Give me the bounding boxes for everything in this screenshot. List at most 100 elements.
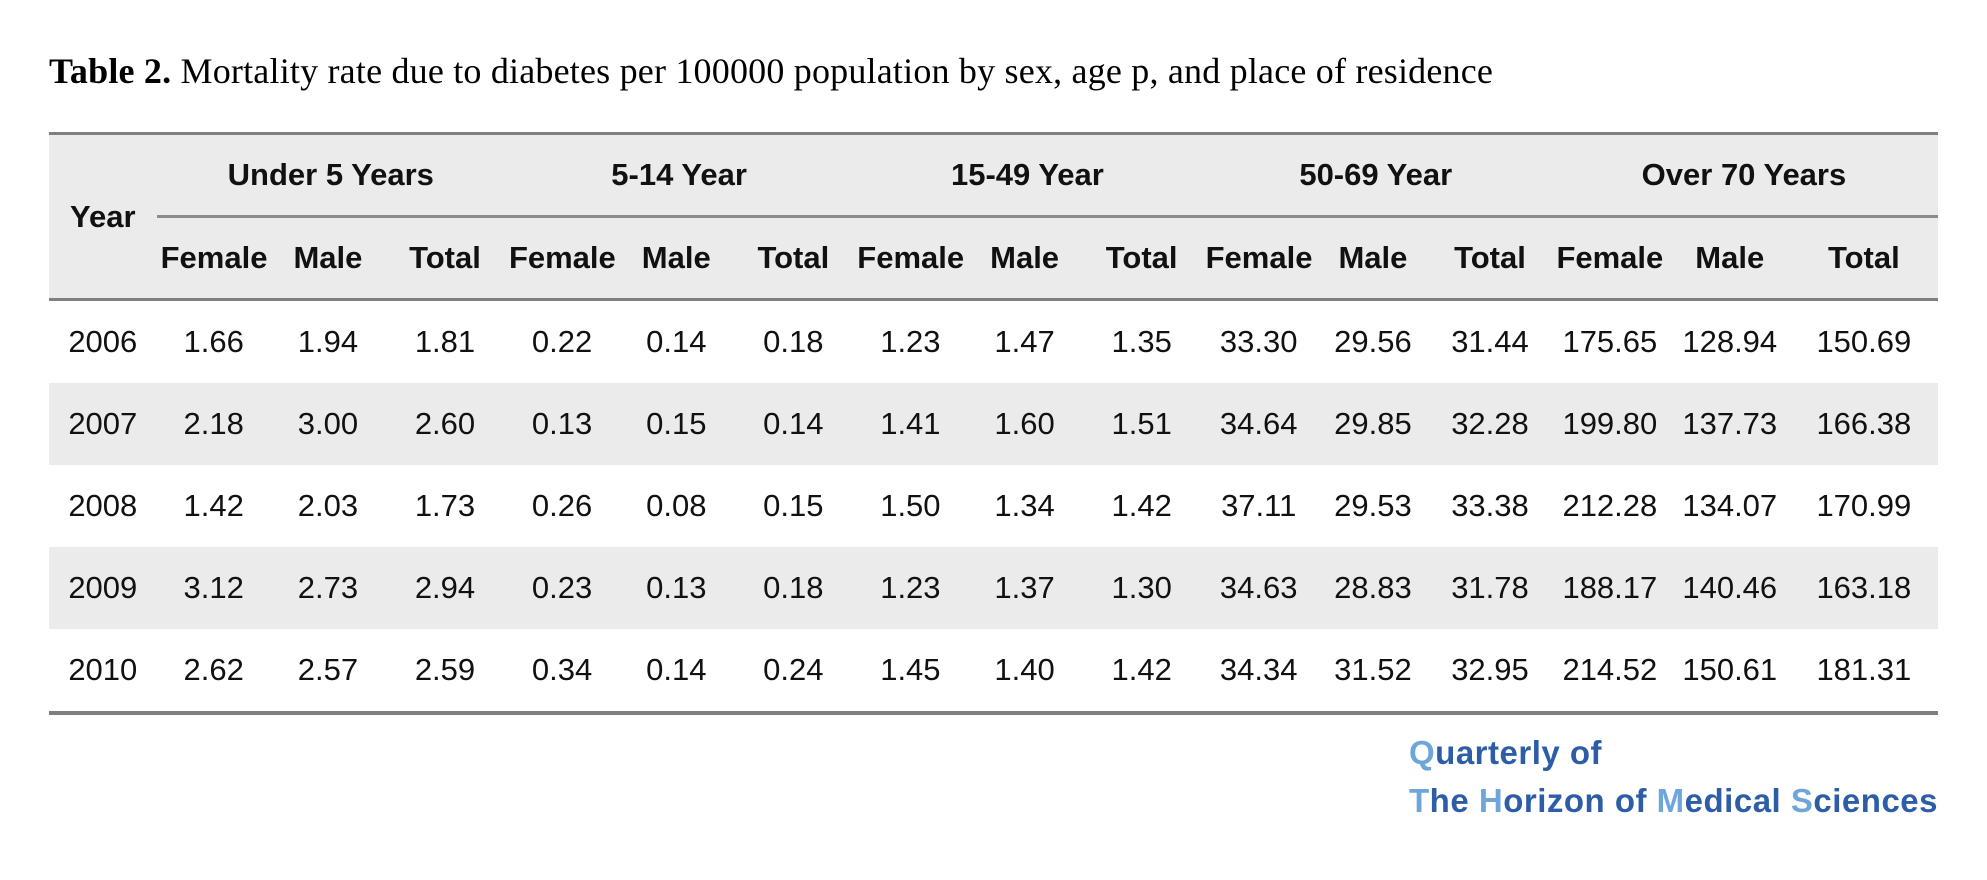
value-cell: 134.07 — [1669, 465, 1790, 547]
table-title: Table 2. Mortality rate due to diabetes … — [49, 50, 1938, 92]
sub-header-female: Female — [1549, 216, 1670, 301]
sub-header-total: Total — [1430, 216, 1550, 301]
table-body: 2006 1.66 1.94 1.81 0.22 0.14 0.18 1.23 1.47 1.35… — [49, 299, 1938, 713]
value-cell: 29.85 — [1315, 383, 1431, 465]
sub-header-male: Male — [619, 216, 734, 301]
value-cell: 1.34 — [967, 465, 1082, 547]
sub-header-female: Female — [504, 216, 620, 301]
value-cell: 0.34 — [504, 629, 620, 713]
value-cell: 1.37 — [967, 547, 1082, 629]
value-cell: 0.14 — [619, 299, 734, 383]
logo-text-segment: ciences — [1813, 782, 1938, 819]
value-cell: 170.99 — [1789, 465, 1938, 547]
sub-header-female: Female — [156, 216, 271, 301]
value-cell: 2.62 — [156, 629, 271, 713]
year-cell: 2006 — [49, 299, 157, 383]
value-cell: 1.23 — [853, 299, 968, 383]
sub-header-female: Female — [853, 216, 968, 301]
value-cell: 32.28 — [1430, 383, 1550, 465]
value-cell: 1.66 — [156, 299, 271, 383]
value-cell: 212.28 — [1549, 465, 1670, 547]
value-cell: 137.73 — [1669, 383, 1790, 465]
group-header-row: Year Under 5 Years 5-14 Year 15-49 Year … — [49, 133, 1938, 301]
sub-header-male: Male — [270, 216, 386, 301]
sub-header-row: Female Male Total Female Male Total Fema… — [49, 216, 1938, 301]
value-cell: 0.13 — [619, 547, 734, 629]
value-cell: 0.14 — [733, 383, 854, 465]
value-cell: 29.53 — [1315, 465, 1431, 547]
year-cell: 2008 — [49, 465, 157, 547]
value-cell: 0.13 — [504, 383, 620, 465]
value-cell: 2.57 — [270, 629, 386, 713]
value-cell: 214.52 — [1549, 629, 1670, 713]
value-cell: 31.44 — [1430, 299, 1550, 383]
year-cell: 2009 — [49, 547, 157, 629]
journal-logo-line1: Quarterly of — [1409, 729, 1938, 777]
value-cell: 150.69 — [1789, 299, 1938, 383]
value-cell: 0.22 — [504, 299, 620, 383]
age-group-header-under-5: Under 5 Years — [156, 133, 505, 218]
value-cell: 0.24 — [733, 629, 854, 713]
table-row: 2008 1.42 2.03 1.73 0.26 0.08 0.15 1.50 1.34 1.42… — [49, 465, 1938, 547]
value-cell: 33.38 — [1430, 465, 1550, 547]
value-cell: 1.45 — [853, 629, 968, 713]
value-cell: 0.26 — [504, 465, 620, 547]
value-cell: 2.60 — [385, 383, 505, 465]
year-column-header: Year — [49, 133, 157, 301]
value-cell: 175.65 — [1549, 299, 1670, 383]
value-cell: 0.15 — [733, 465, 854, 547]
logo-text-segment: T — [1408, 782, 1430, 819]
year-cell: 2010 — [49, 629, 157, 713]
table-row: 2006 1.66 1.94 1.81 0.22 0.14 0.18 1.23 1.47 1.35… — [49, 299, 1938, 383]
age-group-header-over-70: Over 70 Years — [1549, 133, 1938, 218]
value-cell: 0.08 — [619, 465, 734, 547]
value-cell: 181.31 — [1789, 629, 1938, 713]
journal-logo: Quarterly of The Horizon of Medical Scie… — [1409, 729, 1938, 825]
value-cell: 2.18 — [156, 383, 271, 465]
value-cell: 1.23 — [853, 547, 968, 629]
sub-header-total: Total — [1789, 216, 1938, 301]
sub-header-total: Total — [385, 216, 505, 301]
sub-header-total: Total — [1081, 216, 1202, 301]
value-cell: 1.50 — [853, 465, 968, 547]
value-cell: 32.95 — [1430, 629, 1550, 713]
value-cell: 1.73 — [385, 465, 505, 547]
mortality-table: Year Under 5 Years 5-14 Year 15-49 Year … — [49, 132, 1938, 715]
age-group-header-15-49: 15-49 Year — [853, 133, 1202, 218]
table-title-label: Table 2. — [49, 51, 172, 91]
value-cell: 1.47 — [967, 299, 1082, 383]
value-cell: 163.18 — [1789, 547, 1938, 629]
value-cell: 37.11 — [1201, 465, 1316, 547]
value-cell: 31.78 — [1430, 547, 1550, 629]
year-cell: 2007 — [49, 383, 157, 465]
table-title-text: Mortality rate due to diabetes per 10000… — [171, 51, 1494, 91]
value-cell: 31.52 — [1315, 629, 1431, 713]
logo-text-segment: Q — [1408, 734, 1436, 771]
value-cell: 28.83 — [1315, 547, 1431, 629]
logo-text-segment: orizon of — [1503, 782, 1657, 819]
value-cell: 2.94 — [385, 547, 505, 629]
age-group-header-50-69: 50-69 Year — [1201, 133, 1550, 218]
value-cell: 29.56 — [1315, 299, 1431, 383]
sub-header-female: Female — [1201, 216, 1316, 301]
value-cell: 1.60 — [967, 383, 1082, 465]
value-cell: 188.17 — [1549, 547, 1670, 629]
journal-logo-area: Quarterly of The Horizon of Medical Scie… — [49, 729, 1938, 825]
value-cell: 0.23 — [504, 547, 620, 629]
value-cell: 1.42 — [1081, 465, 1202, 547]
logo-text-segment: M — [1656, 782, 1685, 819]
value-cell: 33.30 — [1201, 299, 1316, 383]
table-row: 2010 2.62 2.57 2.59 0.34 0.14 0.24 1.45 1.40 1.42… — [49, 629, 1938, 713]
value-cell: 0.14 — [619, 629, 734, 713]
value-cell: 1.42 — [1081, 629, 1202, 713]
value-cell: 1.94 — [270, 299, 386, 383]
table-row: 2007 2.18 3.00 2.60 0.13 0.15 0.14 1.41 1.60 1.51… — [49, 383, 1938, 465]
value-cell: 34.63 — [1201, 547, 1316, 629]
sub-header-male: Male — [1315, 216, 1431, 301]
value-cell: 1.41 — [853, 383, 968, 465]
value-cell: 150.61 — [1669, 629, 1790, 713]
logo-text-segment: S — [1790, 782, 1814, 819]
logo-text-segment: uarterly of — [1435, 734, 1603, 771]
value-cell: 3.12 — [156, 547, 271, 629]
